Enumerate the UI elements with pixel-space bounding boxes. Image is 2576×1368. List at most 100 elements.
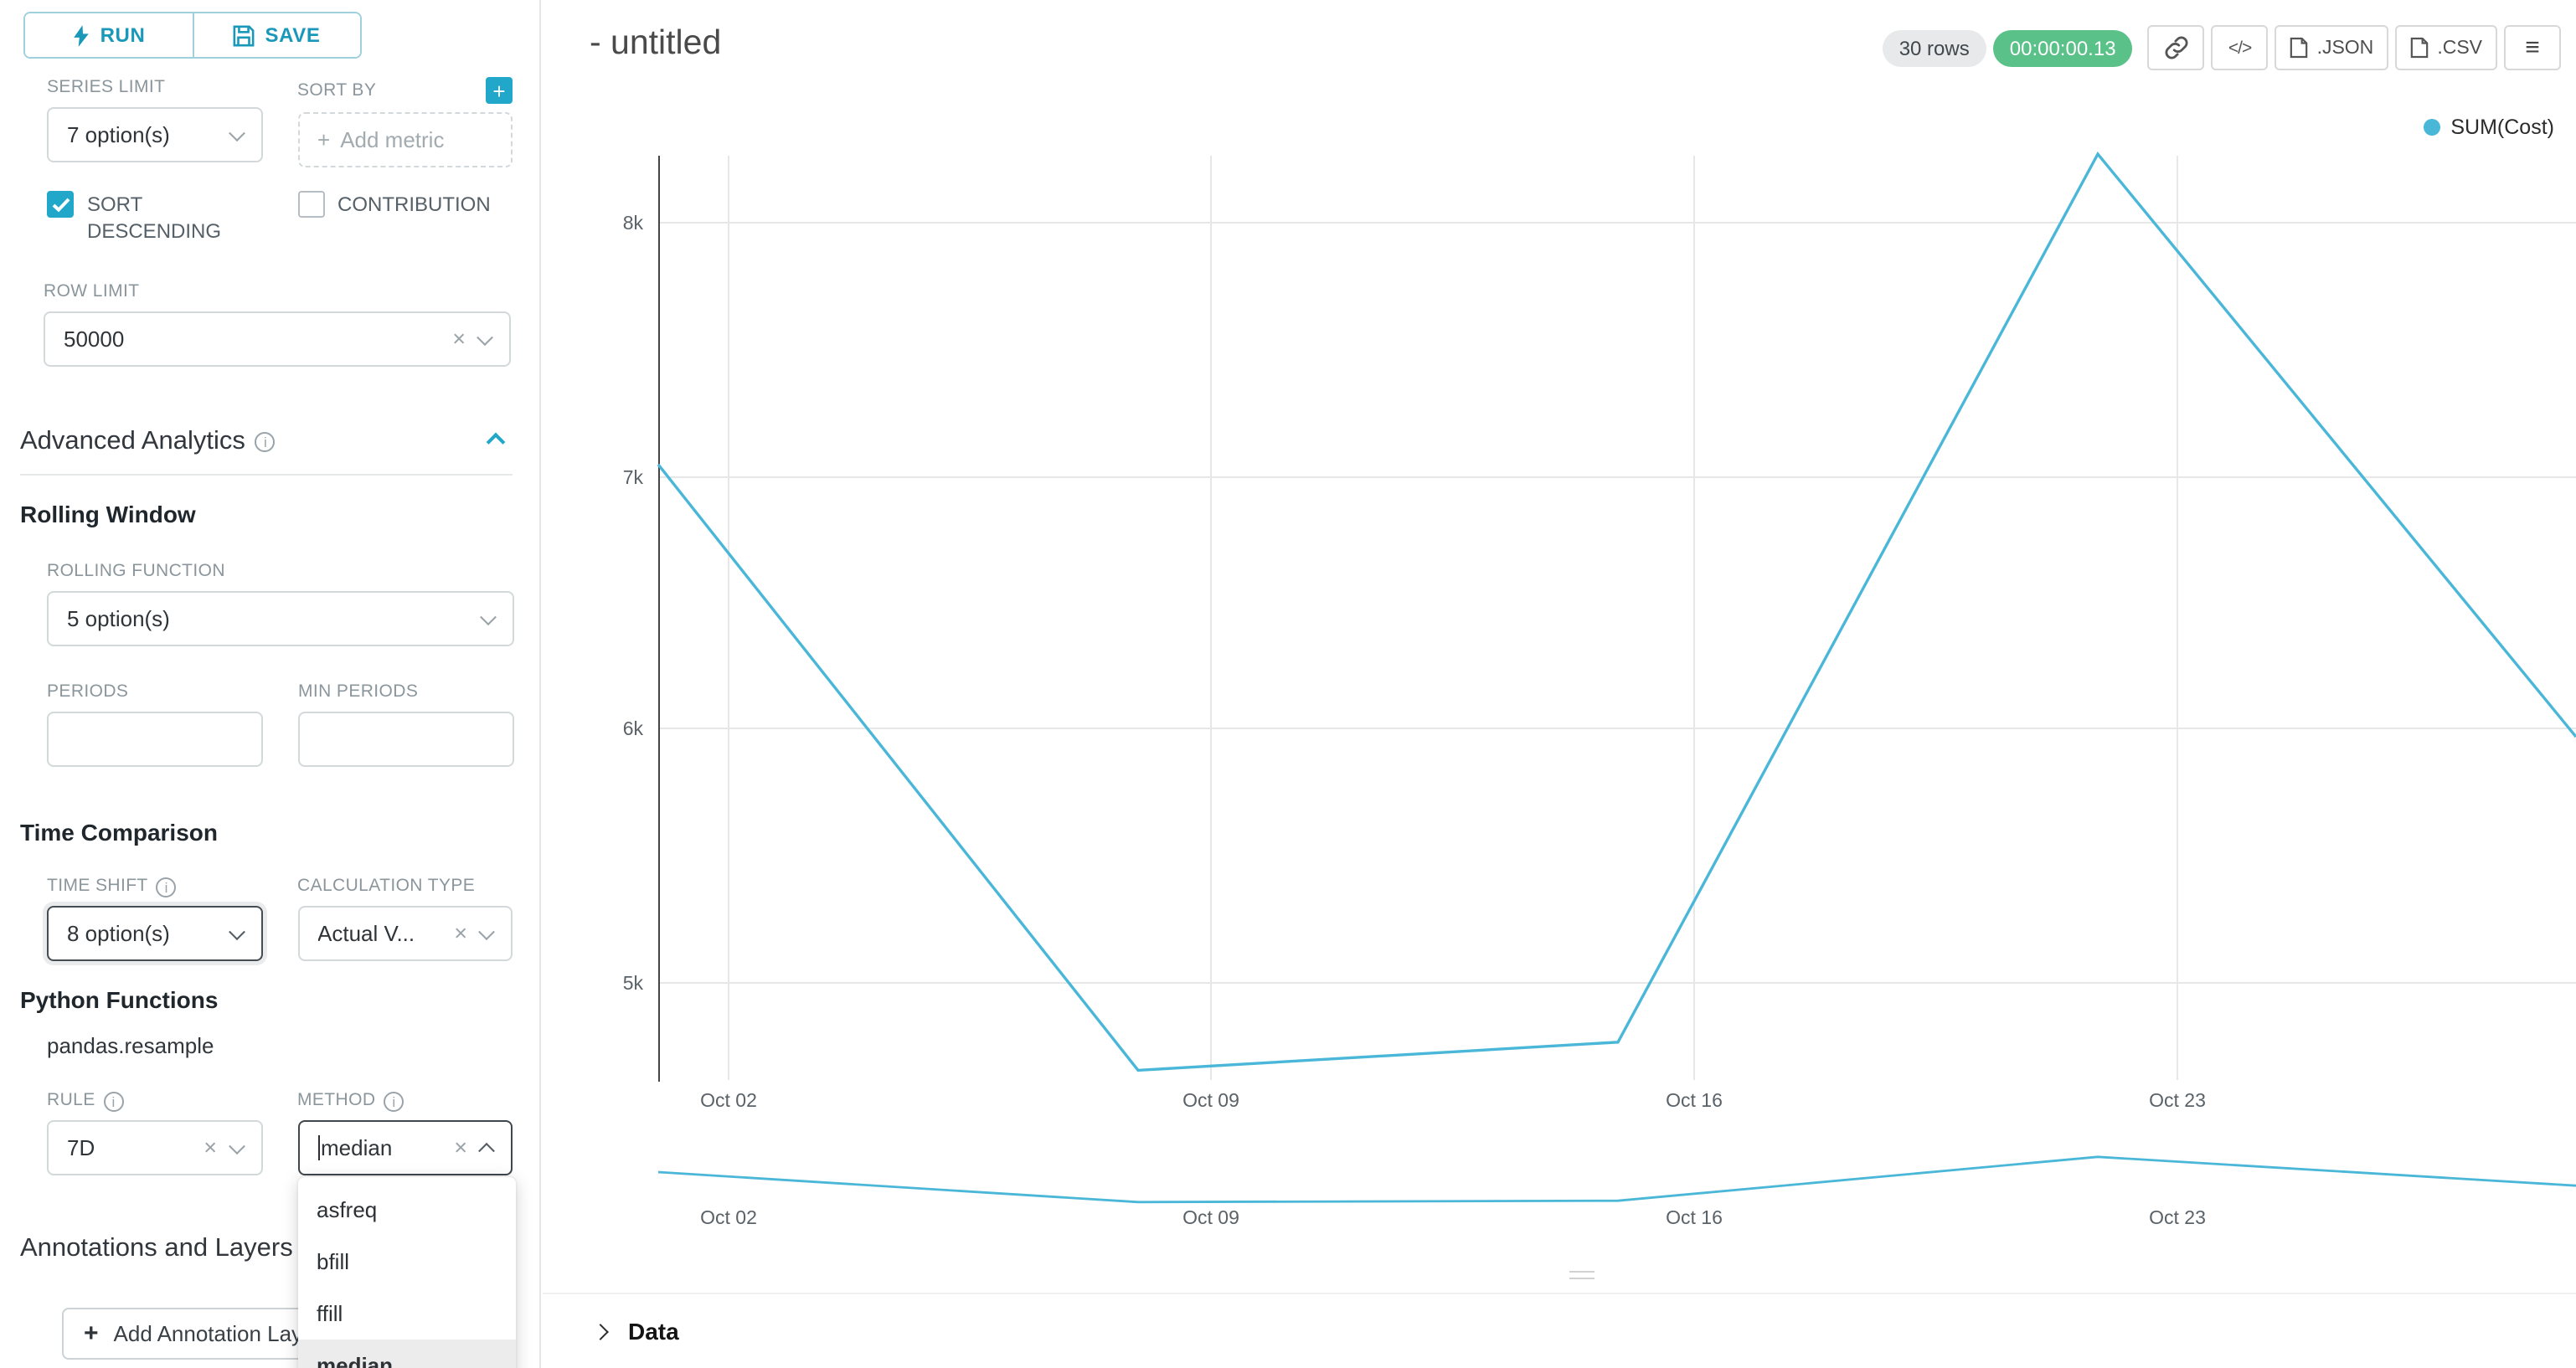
control-panel: RUN SAVE SERIES LIMIT 7 option(s) SORT B… <box>0 0 541 1368</box>
mini-series-line <box>657 1155 2576 1204</box>
main-chart[interactable]: 8k 7k 6k 5k Oct 02 Oct 09 Oct 16 Oct 23 <box>543 100 2576 1122</box>
sort-descending-checkbox[interactable]: SORT DESCENDING <box>47 191 262 245</box>
run-button[interactable]: RUN <box>25 13 192 57</box>
collapse-chevron-up-icon[interactable] <box>486 433 506 453</box>
pandas-resample-label: pandas.resample <box>47 1033 214 1059</box>
export-json-button[interactable]: .JSON <box>2275 25 2389 70</box>
sort-by-label: SORT BY <box>297 80 377 100</box>
json-label: .JSON <box>2316 38 2374 58</box>
chart-title[interactable]: - untitled <box>590 23 722 62</box>
text-cursor <box>317 1135 319 1161</box>
view-query-button[interactable]: </> <box>2211 25 2269 70</box>
periods-input[interactable] <box>47 712 263 768</box>
row-limit-select[interactable]: 50000 × <box>44 311 511 368</box>
save-button[interactable]: SAVE <box>192 13 360 57</box>
add-metric-plus-button[interactable]: + <box>486 77 513 104</box>
save-icon <box>234 24 255 46</box>
info-icon[interactable]: i <box>384 1091 404 1112</box>
mini-x-axis-tick-label: Oct 09 <box>1182 1206 1239 1228</box>
legend-item[interactable]: SUM(Cost) <box>2424 116 2554 139</box>
calculation-type-value: Actual V... <box>317 921 415 947</box>
row-limit-value: 50000 <box>64 327 125 352</box>
calculation-type-select[interactable]: Actual V... × <box>297 906 513 962</box>
plus-icon: + <box>84 1319 99 1349</box>
mini-x-axis-tick-label: Oct 16 <box>1666 1206 1723 1228</box>
row-count-badge: 30 rows <box>1882 29 1986 66</box>
mini-x-axis-tick-label: Oct 02 <box>700 1206 757 1228</box>
mini-chart[interactable]: Oct 02 Oct 09 Oct 16 Oct 23 <box>543 1122 2576 1247</box>
chevron-down-icon <box>228 124 245 141</box>
chevron-down-icon <box>480 609 497 625</box>
checkbox-empty-icon <box>297 191 324 218</box>
chevron-down-icon <box>228 1138 245 1155</box>
time-shift-select[interactable]: 8 option(s) <box>47 906 262 962</box>
python-functions-title: Python Functions <box>20 986 219 1014</box>
menu-item[interactable]: median <box>298 1340 516 1368</box>
clear-icon[interactable]: × <box>454 1134 467 1160</box>
legend-label: SUM(Cost) <box>2450 116 2554 139</box>
time-shift-value: 8 option(s) <box>67 921 170 947</box>
run-label: RUN <box>100 23 146 47</box>
y-axis-tick-label: 5k <box>623 972 644 994</box>
mini-x-axis-tick-label: Oct 23 <box>2149 1206 2206 1228</box>
sort-descending-label: SORT DESCENDING <box>87 193 222 244</box>
x-axis-tick-label: Oct 02 <box>700 1089 757 1111</box>
contribution-checkbox[interactable]: CONTRIBUTION <box>297 191 513 218</box>
rolling-function-label: ROLLING FUNCTION <box>47 561 225 582</box>
share-link-button[interactable] <box>2147 25 2205 70</box>
clear-icon[interactable]: × <box>452 326 466 352</box>
info-icon[interactable]: i <box>103 1091 124 1112</box>
method-combobox[interactable]: median × <box>297 1120 513 1176</box>
menu-item[interactable]: ffill <box>317 1301 343 1326</box>
min-periods-input[interactable] <box>298 712 514 768</box>
y-axis-tick-label: 7k <box>623 466 644 488</box>
chevron-down-icon <box>228 923 245 940</box>
link-icon <box>2165 36 2188 59</box>
sort-by-placeholder: Add metric <box>340 127 445 152</box>
time-comparison-title: Time Comparison <box>20 819 218 846</box>
add-annotation-label: Add Annotation Layer <box>113 1321 322 1347</box>
chevron-down-icon <box>478 923 495 940</box>
plus-icon: + <box>317 127 331 152</box>
export-csv-button[interactable]: .CSV <box>2395 25 2497 70</box>
rolling-function-value: 5 option(s) <box>67 606 170 632</box>
series-limit-label: SERIES LIMIT <box>47 77 166 97</box>
info-icon[interactable]: i <box>156 877 177 897</box>
time-shift-label: TIME SHIFT <box>47 876 148 897</box>
code-icon: </> <box>2228 38 2252 58</box>
info-icon[interactable]: i <box>255 432 276 453</box>
series-limit-select[interactable]: 7 option(s) <box>47 107 262 162</box>
rule-label: RULE <box>47 1090 95 1111</box>
rolling-window-title: Rolling Window <box>20 501 196 528</box>
chevron-up-icon <box>478 1142 495 1160</box>
rolling-function-select[interactable]: 5 option(s) <box>47 591 514 647</box>
series-limit-value: 7 option(s) <box>67 122 170 147</box>
chart-container: - untitled 30 rows 00:00:00.13 </> .JSON… <box>543 0 2576 1368</box>
menu-item[interactable]: asfreq <box>317 1197 378 1222</box>
y-axis-tick-label: 8k <box>623 212 644 234</box>
row-limit-label: ROW LIMIT <box>44 281 140 302</box>
csv-label: .CSV <box>2437 38 2482 58</box>
resize-handle[interactable] <box>1569 1266 1595 1284</box>
x-axis-tick-label: Oct 23 <box>2149 1089 2206 1111</box>
data-panel-toggle[interactable]: Data <box>543 1293 2576 1368</box>
query-timer-badge: 00:00:00.13 <box>1992 29 2133 66</box>
y-axis-tick-label: 6k <box>623 717 644 739</box>
rule-select[interactable]: 7D × <box>47 1120 262 1176</box>
file-icon <box>2290 37 2308 59</box>
menu-item[interactable]: bfill <box>317 1249 350 1274</box>
method-dropdown-menu: asfreq bfill ffill median <box>298 1177 516 1368</box>
clear-icon[interactable]: × <box>454 920 467 946</box>
series-line <box>657 151 2576 1072</box>
more-menu-button[interactable]: ≡ <box>2504 25 2561 70</box>
save-label: SAVE <box>265 23 321 47</box>
sort-by-dropzone[interactable]: + Add metric <box>297 112 513 167</box>
method-label: METHOD <box>297 1090 376 1111</box>
rule-value: 7D <box>67 1135 95 1161</box>
method-value: median <box>321 1135 393 1161</box>
clear-icon[interactable]: × <box>204 1134 217 1160</box>
advanced-analytics-header[interactable]: Advanced Analytics i <box>20 428 513 458</box>
checkbox-checked-icon <box>47 191 74 218</box>
advanced-analytics-title: Advanced Analytics <box>20 427 245 456</box>
